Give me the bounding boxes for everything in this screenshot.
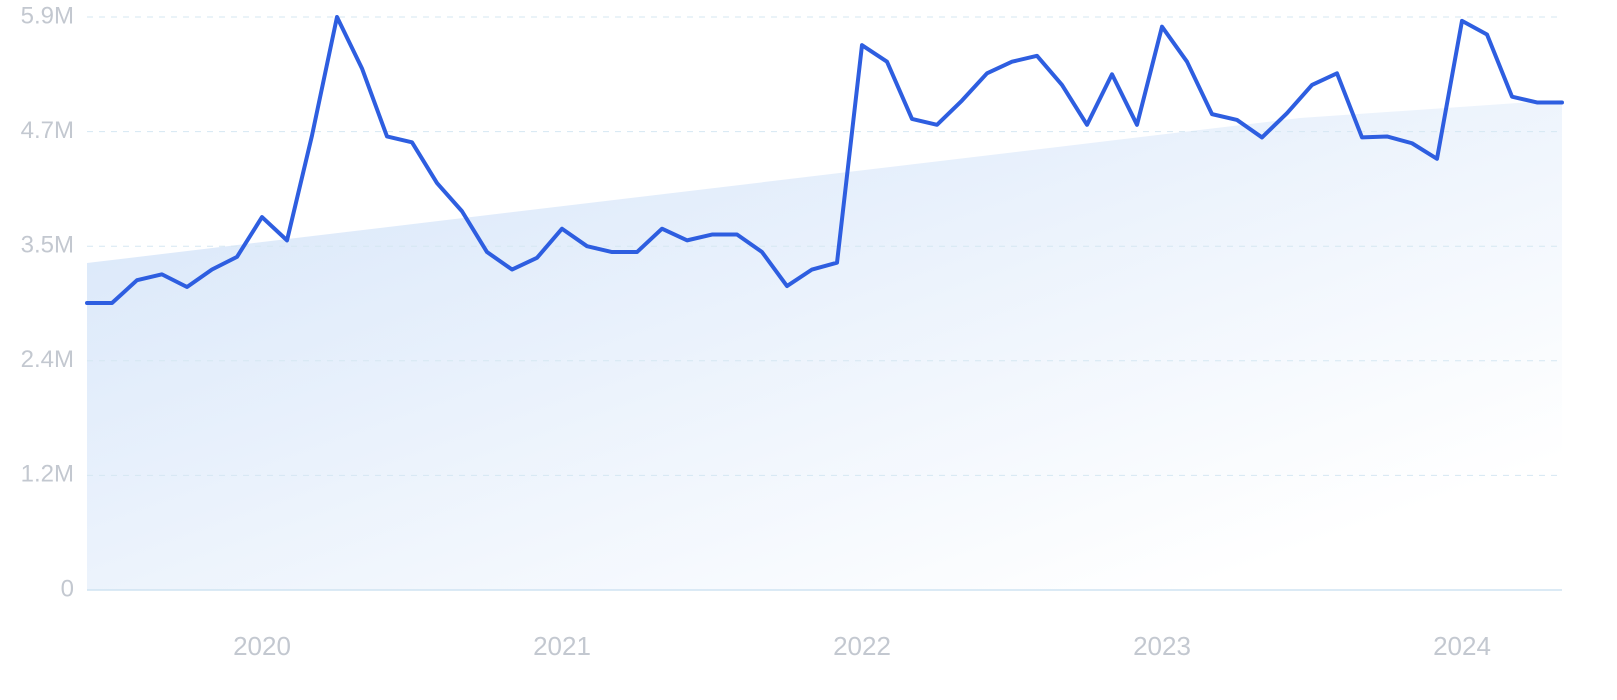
x-tick-label: 2022 (833, 631, 891, 661)
trend-area (87, 100, 1562, 590)
y-tick-label: 4.7M (21, 117, 74, 144)
y-tick-label: 5.9M (21, 2, 74, 29)
y-tick-label: 3.5M (21, 232, 74, 259)
x-tick-label: 2024 (1433, 631, 1491, 661)
x-tick-label: 2020 (233, 631, 291, 661)
y-tick-label: 0 (61, 575, 74, 602)
x-tick-label: 2021 (533, 631, 591, 661)
y-tick-label: 2.4M (21, 346, 74, 373)
y-tick-label: 1.2M (21, 461, 74, 488)
line (85, 15, 1564, 306)
x-tick-label: 2023 (1133, 631, 1191, 661)
